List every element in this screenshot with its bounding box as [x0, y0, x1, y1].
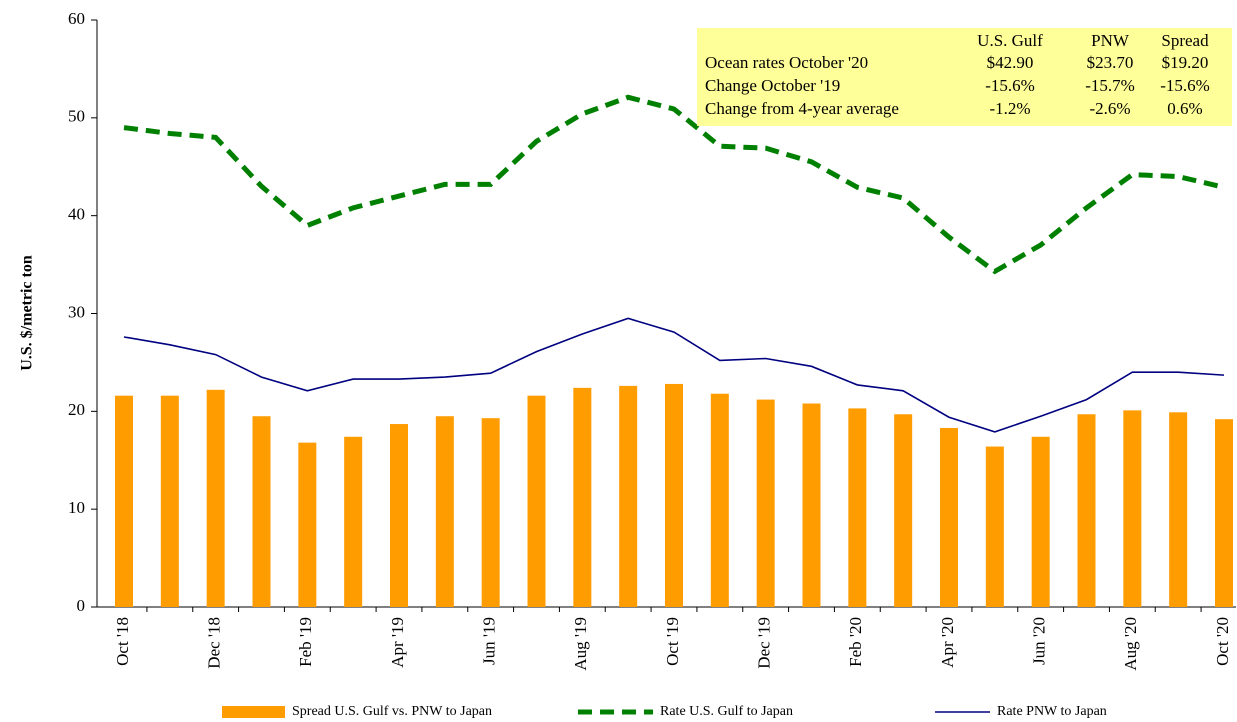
y-tick-label: 40 [68, 205, 85, 224]
bar [802, 403, 821, 607]
bar [940, 427, 958, 607]
table-cell: $19.20 [1162, 53, 1209, 72]
x-tick-label: Oct '20 [1213, 617, 1232, 666]
x-tick-label: Feb '19 [296, 617, 315, 667]
bar [252, 416, 271, 607]
bar [1215, 419, 1233, 607]
x-tick-label: Oct '18 [113, 617, 132, 666]
table-cell: 0.6% [1167, 99, 1202, 118]
table-cell: -15.7% [1085, 76, 1135, 95]
bar [390, 424, 408, 607]
bar [573, 387, 592, 607]
bar [1169, 412, 1188, 607]
bar [894, 414, 913, 607]
table-cell: -2.6% [1089, 99, 1130, 118]
bar [1077, 414, 1096, 607]
bar [115, 395, 133, 607]
bar [710, 393, 729, 607]
bar [1031, 436, 1050, 607]
bar [206, 389, 225, 607]
table-cell: -15.6% [985, 76, 1035, 95]
table-row-label: Change from 4-year average [705, 99, 899, 118]
y-tick-label: 50 [68, 107, 85, 126]
bar [1123, 410, 1142, 607]
table-row-label: Change October '19 [705, 76, 840, 95]
y-axis-label: U.S. $/metric ton [19, 255, 36, 371]
legend-label: Rate U.S. Gulf to Japan [660, 704, 793, 719]
x-tick-label: Apr '20 [938, 617, 957, 668]
legend-swatch [222, 706, 285, 718]
table-cell: $23.70 [1087, 53, 1134, 72]
y-tick-label: 10 [68, 498, 85, 517]
line [123, 94, 1225, 275]
y-tick-label: 20 [68, 400, 85, 419]
bar [665, 383, 683, 607]
x-tick-label: Aug '20 [1121, 617, 1140, 671]
table-header: Spread [1161, 31, 1209, 50]
legend-label: Rate PNW to Japan [997, 704, 1107, 719]
bar [298, 442, 317, 607]
table-header: U.S. Gulf [977, 31, 1043, 50]
bar [985, 446, 1004, 607]
y-tick-label: 30 [68, 302, 85, 321]
table-header: PNW [1091, 31, 1130, 50]
table-cell: -15.6% [1160, 76, 1210, 95]
x-tick-label: Jun '20 [1030, 617, 1049, 665]
y-tick-label: 0 [77, 596, 86, 615]
x-tick-label: Apr '19 [388, 617, 407, 668]
table-box [697, 28, 1232, 126]
x-tick-label: Oct '19 [663, 617, 682, 666]
line [123, 317, 1225, 433]
x-tick-label: Jun '19 [480, 617, 499, 665]
y-tick-label: 60 [68, 9, 85, 28]
table-cell: -1.2% [989, 99, 1030, 118]
x-tick-label: Aug '19 [571, 617, 590, 671]
bar [481, 418, 500, 607]
bar [435, 416, 454, 607]
table-row-label: Ocean rates October '20 [705, 53, 868, 72]
x-tick-label: Dec '19 [755, 617, 774, 669]
legend-label: Spread U.S. Gulf vs. PNW to Japan [292, 704, 492, 719]
x-tick-label: Dec '18 [205, 617, 224, 669]
bar [619, 385, 638, 607]
bar [160, 395, 179, 607]
bar [344, 436, 363, 607]
bar [527, 395, 546, 607]
table-cell: $42.90 [987, 53, 1034, 72]
bar [848, 408, 867, 607]
x-tick-label: Feb '20 [846, 617, 865, 667]
bar [756, 399, 775, 607]
